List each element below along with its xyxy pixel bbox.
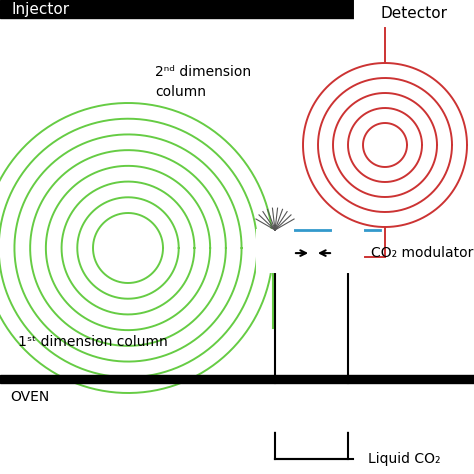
Bar xyxy=(257,230,293,272)
Text: 2ⁿᵈ dimension: 2ⁿᵈ dimension xyxy=(155,65,251,79)
Polygon shape xyxy=(330,395,366,413)
Text: Liquid CO₂: Liquid CO₂ xyxy=(368,452,440,466)
Text: Injector: Injector xyxy=(12,1,70,17)
Polygon shape xyxy=(330,413,366,431)
Bar xyxy=(0,375,474,383)
Text: OVEN: OVEN xyxy=(10,390,49,404)
Bar xyxy=(333,230,363,272)
Text: Detector: Detector xyxy=(381,6,447,20)
Text: column: column xyxy=(155,85,206,99)
Bar xyxy=(0,0,474,18)
Polygon shape xyxy=(257,413,293,431)
Text: CO₂ modulator: CO₂ modulator xyxy=(371,246,474,260)
Bar xyxy=(355,0,473,26)
Text: 1ˢᵗ dimension column: 1ˢᵗ dimension column xyxy=(18,335,168,349)
Polygon shape xyxy=(257,395,293,413)
